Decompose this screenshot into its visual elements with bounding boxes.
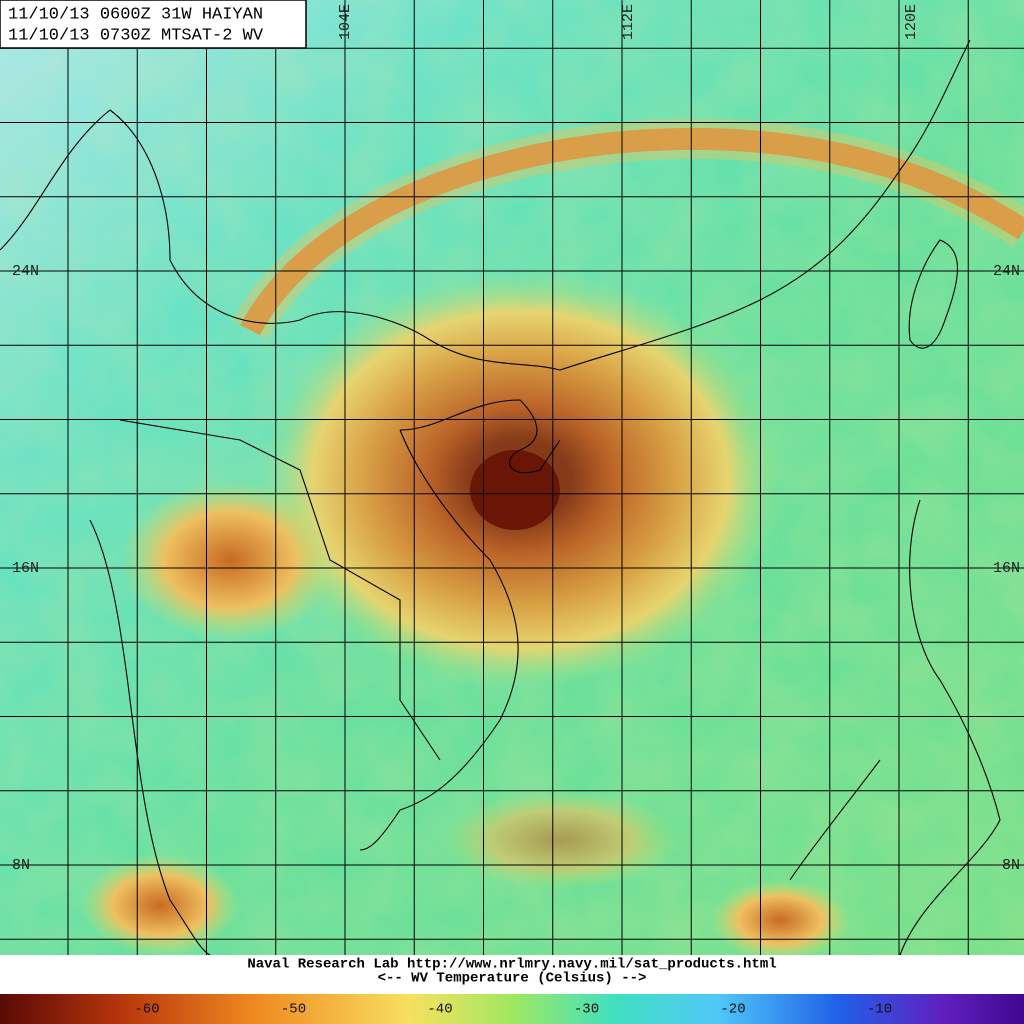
colorbar-label: -10 <box>867 1002 892 1018</box>
colorbar-label: -40 <box>427 1002 452 1018</box>
colorbar-label: -60 <box>134 1002 159 1018</box>
lat-label: 16N <box>993 560 1020 577</box>
legend-caption: <-- WV Temperature (Celsius) --> <box>378 971 647 987</box>
coastlines <box>0 39 1001 956</box>
lon-label: 120E <box>903 4 920 40</box>
header-box: 11/10/13 0600Z 31W HAIYAN 11/10/13 0730Z… <box>0 0 307 49</box>
lat-label: 24N <box>993 263 1020 280</box>
lat-lon-grid <box>0 0 1024 955</box>
credit: Naval Research Lab http://www.nrlmry.nav… <box>247 957 776 973</box>
lat-label: 24N <box>12 263 39 280</box>
lat-label: 8N <box>12 857 30 874</box>
colorbar-label: -20 <box>720 1002 745 1018</box>
footer: Naval Research Lab http://www.nrlmry.nav… <box>0 955 1024 994</box>
lat-labels: 24N 16N 8N 24N 16N 8N <box>12 263 1020 874</box>
lon-label: 112E <box>620 4 637 40</box>
lat-label: 8N <box>1002 857 1020 874</box>
header-line: 11/10/13 0600Z 31W HAIYAN <box>8 5 263 24</box>
colorbar-label: -30 <box>574 1002 599 1018</box>
imagery <box>0 0 1024 960</box>
colorbar: -60 -50 -40 -30 -20 -10 <box>0 994 1024 1024</box>
lon-labels: 104E 112E 120E <box>337 4 920 40</box>
lat-label: 16N <box>12 560 39 577</box>
colorbar-label: -50 <box>281 1002 306 1018</box>
lon-label: 104E <box>337 4 354 40</box>
header-line: 11/10/13 0730Z MTSAT-2 WV <box>8 26 264 45</box>
